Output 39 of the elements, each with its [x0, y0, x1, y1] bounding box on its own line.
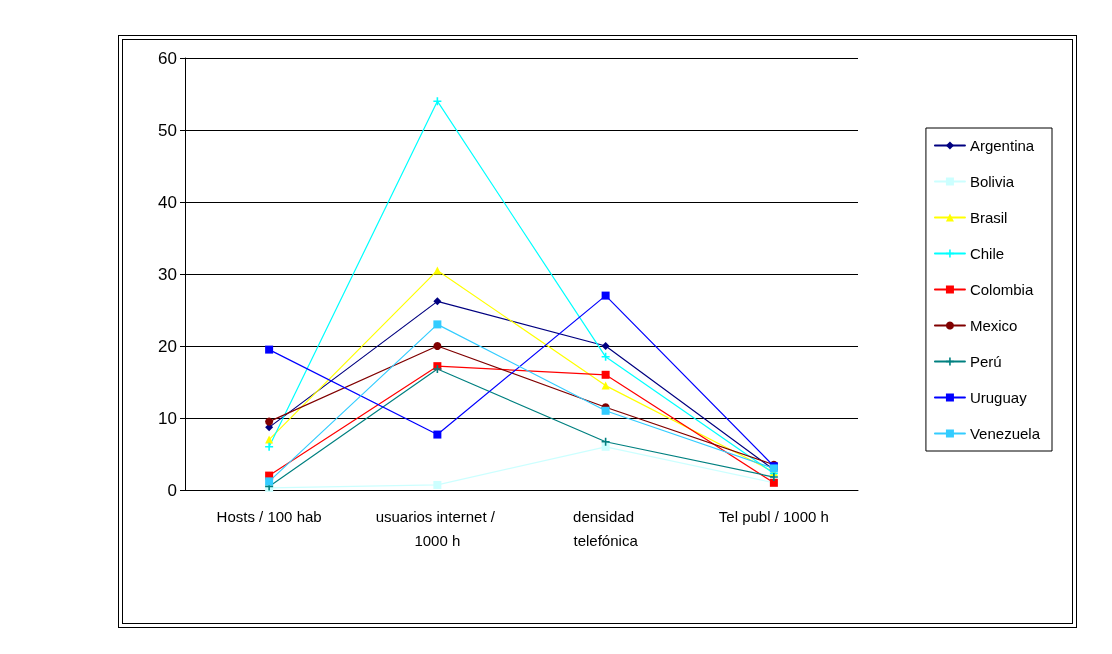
legend-label: Mexico	[969, 317, 1018, 334]
legend-label: Brasil	[969, 209, 1008, 226]
point	[433, 297, 442, 306]
legend-label: Uruguay	[969, 389, 1028, 406]
point	[433, 342, 442, 350]
point	[433, 480, 442, 489]
point	[601, 291, 610, 300]
point	[265, 417, 274, 426]
y-tick-label: 60	[158, 48, 177, 68]
y-tick-label: 20	[158, 336, 177, 356]
point	[601, 370, 610, 379]
legend-label: Bolivia	[969, 173, 1015, 190]
point	[265, 442, 274, 451]
point	[433, 320, 442, 329]
point	[265, 435, 274, 444]
y-tick-label: 40	[158, 192, 177, 212]
x-tick-label: Tel publ / 1000 h	[718, 507, 829, 525]
x-tick-label: densidad telefónica	[573, 507, 639, 549]
point	[601, 437, 610, 446]
point	[769, 473, 778, 482]
point	[265, 477, 274, 486]
legend-label: Perú	[969, 353, 1002, 370]
x-tick-label: usuarios internet / 1000 h	[375, 507, 500, 549]
legend-label: Colombia	[969, 281, 1034, 298]
point	[433, 97, 442, 106]
x-tick-label: Hosts / 100 hab	[216, 507, 322, 525]
y-tick-label: 30	[158, 264, 177, 284]
legend-label: Argentina	[969, 137, 1035, 154]
y-tick-label: 50	[158, 120, 177, 140]
y-tick-label: 10	[158, 408, 177, 428]
point	[433, 430, 442, 439]
point	[601, 342, 610, 350]
legend-label: Chile	[969, 245, 1005, 262]
y-tick-label: 0	[167, 480, 177, 500]
point	[601, 442, 610, 451]
legend-label: Venezuela	[969, 425, 1041, 442]
point	[265, 345, 274, 354]
point	[601, 352, 610, 361]
point	[601, 381, 610, 390]
